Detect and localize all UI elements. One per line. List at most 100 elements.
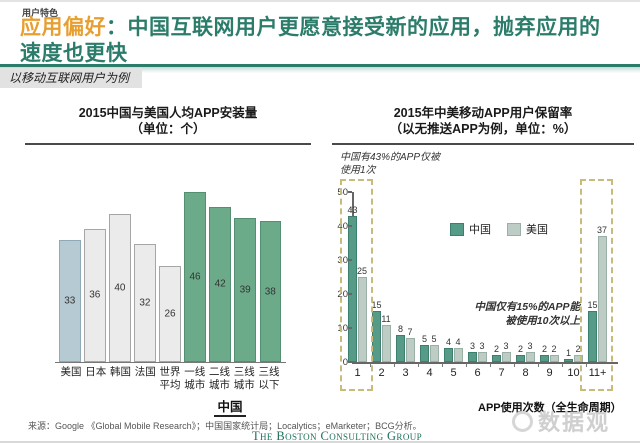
left-chart-title: 2015中国与美国人均APP安装量 — [78, 106, 258, 120]
y-tick — [347, 191, 352, 193]
bar-value-label: 11 — [381, 313, 391, 324]
bar-美国-5 — [453, 348, 463, 362]
bar-美国-7 — [501, 351, 511, 362]
x-boundary-tick — [369, 363, 371, 367]
x-tick-label: 一线 城市 — [184, 366, 206, 391]
title-text-line2: 速度也更快 — [20, 42, 128, 66]
bar-value-label: 2 — [517, 344, 523, 355]
y-tick — [347, 327, 352, 329]
y-tick-label: 40 — [337, 221, 348, 232]
bar-中国-5 — [444, 348, 453, 362]
bar-value-label: 2 — [575, 344, 581, 355]
legend-swatch — [507, 222, 521, 236]
y-tick-label: 10 — [337, 323, 348, 334]
x-tick-label: 三线 城市 — [233, 366, 255, 391]
y-tick — [347, 225, 352, 227]
x-tick-label: 5 — [450, 367, 457, 379]
source-note: 来源：Google 《Global Mobile Research》；中国国家统… — [28, 421, 422, 431]
title-text-line1: ：中国互联网用户更愿意接受新的应用，抛弃应用的 — [106, 16, 601, 39]
bar-世界平均: 26 — [159, 265, 181, 362]
bar-中国-1 — [348, 215, 357, 362]
subtitle-banner: 以移动互联网用户为例 — [0, 68, 142, 88]
x-tick-label: 1 — [354, 367, 361, 379]
bar-美国-2 — [381, 324, 391, 362]
bar-value-label: 26 — [164, 308, 176, 320]
bar-美国-4 — [429, 345, 439, 362]
bar-value-label: 5 — [431, 334, 437, 344]
left-chart-plot: 33 36 40 32 26 46 42 39 38 — [59, 150, 281, 362]
right-chart-plot: 43 25 15 11 8 7 5 5 4 4 3 3 2 3 2 3 2 2 1 2 15 37 1 2 3 4 5 6 7 8 9 10… — [332, 179, 634, 401]
x-tick-label: 法国 — [134, 366, 156, 378]
y-minor-tick — [349, 344, 352, 346]
bar-中国-3 — [396, 334, 405, 362]
bar-中国-8 — [516, 355, 525, 362]
watermark: 数据观 — [512, 405, 610, 437]
chart-installed-apps: 2015中国与美国人均APP安装量 （单位：个） 33 36 40 32 26 46 42 3… — [25, 105, 311, 419]
legend-item-中国: 中国 — [450, 221, 491, 237]
bar-value-label: 3 — [479, 340, 485, 351]
bar-value-label: 2 — [493, 344, 499, 355]
bar-value-label: 4 — [445, 337, 451, 348]
bar-value-label: 36 — [89, 289, 101, 301]
highlight-box-11+ — [580, 179, 613, 391]
x-tick-label: 11+ — [588, 367, 607, 379]
bar-value-label: 43 — [347, 204, 358, 215]
bar-美国-8 — [525, 351, 535, 362]
bar-value-label: 46 — [189, 271, 201, 283]
annotation-ten-plus: 中国仅有15%的APP能 被使用10次以上 — [474, 301, 580, 328]
x-tick-label: 10 — [567, 367, 580, 379]
left-chart-subtitle: （单位：个） — [130, 122, 206, 137]
bar-韩国: 40 — [109, 214, 131, 362]
left-chart-baseline — [55, 362, 286, 363]
x-boundary-tick — [537, 363, 539, 367]
x-tick-label: 二线 城市 — [209, 366, 230, 391]
x-axis-line — [352, 362, 618, 364]
bar-value-label: 5 — [421, 334, 427, 344]
legend-item-美国: 美国 — [507, 221, 548, 237]
bar-group-11+: 15 37 — [587, 192, 607, 362]
eyebrow-label: 用户特色 — [22, 8, 59, 18]
x-tick-label: 美国 — [60, 366, 82, 378]
right-chart-subtitle: （以无推送APP为例，单位：%） — [389, 122, 577, 137]
bar-group-2: 15 11 — [371, 192, 391, 362]
bar-value-label: 40 — [114, 282, 126, 294]
x-tick-label: 9 — [546, 367, 553, 379]
bar-三线以下: 38 — [259, 221, 281, 362]
y-minor-tick — [349, 242, 352, 244]
bar-中国-4 — [420, 345, 429, 362]
bar-value-label: 33 — [64, 295, 76, 307]
bar-value-label: 38 — [264, 286, 276, 298]
china-group-label: 中国 — [182, 396, 278, 417]
bar-value-label: 2 — [551, 344, 557, 355]
bar-法国: 32 — [134, 243, 156, 362]
x-tick-label: 韩国 — [110, 366, 131, 378]
bar-value-label: 42 — [214, 278, 226, 290]
watermark-text: 数据观 — [538, 410, 611, 435]
bar-value-label: 1 — [565, 347, 571, 358]
x-boundary-tick — [393, 363, 395, 367]
bar-中国-10 — [564, 358, 573, 362]
y-tick — [347, 259, 352, 261]
bar-美国-6 — [477, 351, 487, 362]
y-tick-label: 30 — [337, 255, 348, 266]
bar-value-label: 8 — [397, 323, 403, 334]
bar-美国: 33 — [59, 239, 81, 362]
bar-value-label: 39 — [239, 284, 251, 296]
legend-label: 美国 — [526, 224, 548, 236]
bar-value-label: 7 — [407, 327, 413, 338]
x-tick-label: 日本 — [85, 366, 107, 378]
y-minor-tick — [349, 310, 352, 312]
x-tick-label: 7 — [498, 367, 505, 379]
bar-groups: 43 25 15 11 8 7 5 5 4 4 3 3 2 3 2 3 2 2 1 2 15 37 — [347, 192, 607, 362]
bar-group-1: 43 25 — [347, 192, 367, 362]
bar-日本: 36 — [84, 228, 106, 362]
y-tick-label: 20 — [337, 289, 348, 300]
